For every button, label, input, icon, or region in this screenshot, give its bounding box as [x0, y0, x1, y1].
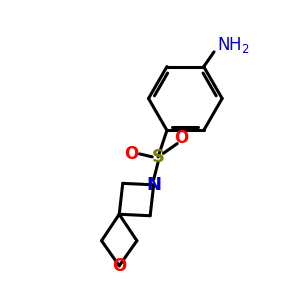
Text: O: O	[175, 129, 189, 147]
Text: O: O	[112, 257, 126, 275]
Text: S: S	[152, 148, 165, 166]
Text: N: N	[146, 176, 161, 194]
Text: O: O	[124, 145, 139, 163]
Text: NH$_2$: NH$_2$	[217, 34, 250, 55]
